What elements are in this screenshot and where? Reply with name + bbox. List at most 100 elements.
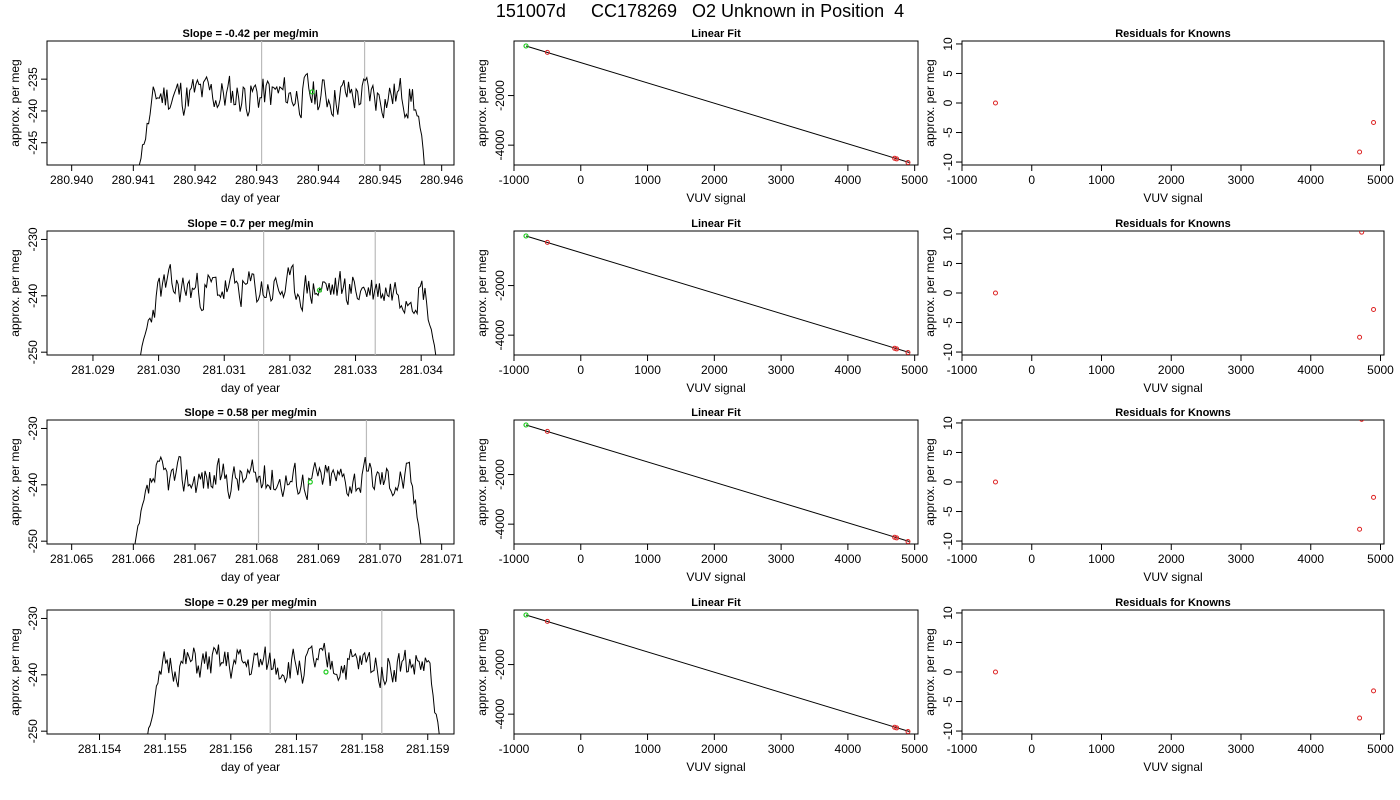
data-point-green [523, 43, 529, 49]
chart-title: Slope = 0.29 per meg/min [184, 597, 317, 609]
y-tick-label: 10 [941, 606, 955, 620]
y-axis-label: approx. per meg [475, 438, 489, 525]
chart-panel-3-2: Residuals for Knowns -1000 0 1000 2000 3000 40… [923, 597, 1394, 774]
x-tick-label: -1000 [499, 552, 530, 566]
x-tick-label: 3000 [768, 363, 795, 377]
data-point-red [1359, 420, 1365, 422]
chart-title: Residuals for Knowns [1115, 407, 1231, 419]
data-point-red [905, 539, 911, 544]
x-tick-label: 0 [1028, 742, 1035, 756]
x-tick-label: 0 [577, 552, 584, 566]
y-tick-label: 0 [941, 668, 955, 675]
fit-line [525, 614, 910, 732]
chart-panel-0-0: Slope = -0.42 per meg/min 280.940 280.941 2… [8, 28, 464, 205]
chart-panel-1-0: Slope = 0.7 per meg/min 281.029 281.030 281… [8, 218, 455, 395]
y-tick-label: -240 [26, 283, 40, 307]
x-tick-label: 281.155 [143, 742, 187, 756]
x-tick-label: 1000 [1088, 363, 1115, 377]
y-tick-label: -240 [26, 472, 40, 496]
x-tick-label: 281.031 [203, 363, 247, 377]
y-axis-label: approx. per meg [923, 59, 937, 146]
x-tick-label: -1000 [947, 742, 978, 756]
chart-panel-2-0: Slope = 0.58 per meg/min 281.065 281.066 28… [8, 407, 464, 584]
x-tick-label: 0 [577, 363, 584, 377]
plot-frame [46, 419, 455, 545]
data-point-red [992, 479, 998, 485]
x-tick-label: 2000 [1158, 552, 1185, 566]
x-tick-label: 281.066 [112, 552, 156, 566]
plot-area [992, 669, 1377, 721]
plot-frame [513, 609, 919, 735]
y-tick-label: -5 [941, 317, 955, 328]
y-tick-label: -2000 [493, 459, 507, 490]
x-tick-label: 0 [577, 742, 584, 756]
x-tick-label: 5000 [1367, 173, 1394, 187]
x-tick-label: -1000 [947, 363, 978, 377]
data-point-red [992, 100, 998, 106]
data-point-red [894, 725, 900, 731]
x-tick-label: 2000 [1158, 742, 1185, 756]
y-tick-label: -230 [26, 227, 40, 251]
x-tick-label: 281.070 [358, 552, 402, 566]
chart-title: Linear Fit [691, 28, 741, 40]
data-point-red [905, 160, 911, 165]
plot-area [992, 420, 1377, 532]
data-trace [140, 263, 437, 355]
chart-title: Slope = 0.58 per meg/min [184, 407, 317, 419]
y-tick-label: -240 [26, 662, 40, 686]
x-tick-label: 281.068 [235, 552, 279, 566]
data-trace [138, 72, 425, 165]
chart-title: Slope = -0.42 per meg/min [182, 28, 318, 40]
y-axis-label: approx. per meg [923, 249, 937, 336]
data-point-red [1357, 715, 1363, 721]
plot-area [147, 610, 440, 734]
plot-frame [513, 419, 919, 545]
x-tick-label: 281.157 [275, 742, 319, 756]
x-tick-label: 4000 [835, 363, 862, 377]
x-tick-label: 0 [1028, 552, 1035, 566]
y-tick-label: 5 [941, 260, 955, 267]
x-tick-label: 5000 [901, 363, 928, 377]
x-tick-label: 1000 [1088, 173, 1115, 187]
x-tick-label: 280.943 [235, 173, 279, 187]
x-axis-label: day of year [221, 760, 280, 774]
plot-frame [46, 609, 455, 735]
marker-point [323, 669, 329, 675]
x-tick-label: 280.946 [420, 173, 464, 187]
x-tick-label: -1000 [499, 742, 530, 756]
marker-point [309, 89, 315, 95]
chart-panel-0-1: Linear Fit -1000 0 1000 2000 3000 4000 5000 -400… [475, 28, 928, 205]
x-tick-label: 3000 [768, 552, 795, 566]
page-title: 151007d CC178269 O2 Unknown in Position … [495, 1, 905, 21]
chart-title: Residuals for Knowns [1115, 597, 1231, 609]
x-tick-label: 1000 [634, 363, 661, 377]
y-axis-label: approx. per meg [8, 628, 22, 715]
plot-area [992, 231, 1377, 340]
y-axis-label: approx. per meg [475, 249, 489, 336]
fit-line [525, 424, 910, 542]
x-axis-label: day of year [221, 381, 280, 395]
y-tick-label: -240 [26, 99, 40, 123]
fit-line [525, 235, 910, 353]
plot-frame [961, 230, 1385, 356]
plot-area [523, 612, 911, 734]
x-axis-label: VUV signal [1143, 760, 1202, 774]
y-tick-label: -4000 [493, 129, 507, 160]
y-tick-label: -4000 [493, 698, 507, 729]
marker-point [316, 287, 323, 293]
data-point-red [1357, 526, 1363, 532]
x-tick-label: 281.071 [420, 552, 464, 566]
chart-title: Linear Fit [691, 407, 741, 419]
data-point-red [1371, 119, 1377, 125]
chart-panel-3-0: Slope = 0.29 per meg/min 281.154 281.155 28… [8, 597, 455, 774]
x-tick-label: 4000 [1297, 552, 1324, 566]
plot-frame [961, 40, 1385, 166]
data-point-red [1371, 307, 1377, 313]
x-tick-label: 5000 [1367, 742, 1394, 756]
data-point-red [894, 156, 900, 162]
plot-area [134, 420, 422, 544]
data-point-red [544, 49, 550, 55]
y-axis-label: approx. per meg [8, 438, 22, 525]
x-tick-label: 2000 [701, 552, 728, 566]
x-tick-label: -1000 [947, 552, 978, 566]
